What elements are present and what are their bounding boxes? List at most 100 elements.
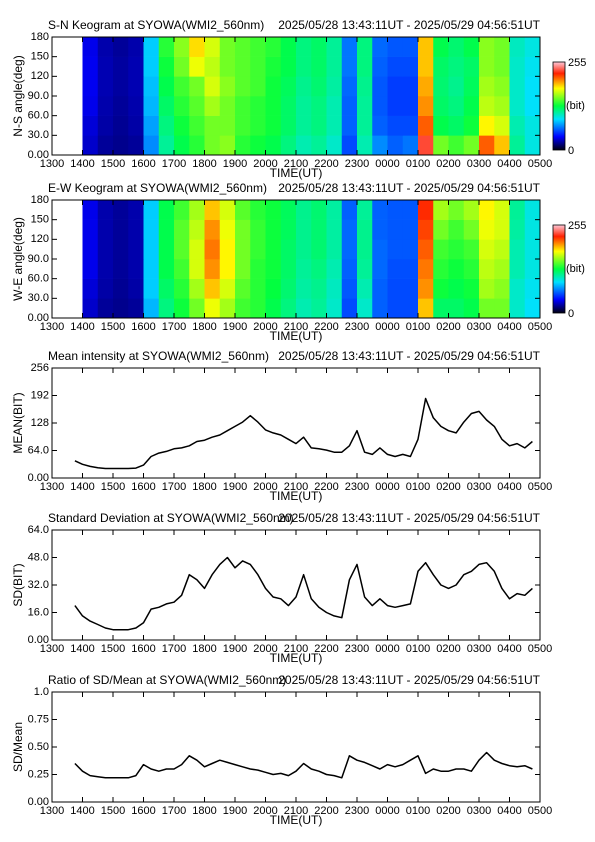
heat-cell <box>494 239 510 260</box>
heat-cell <box>479 298 495 319</box>
x-tick-label: 2300 <box>345 643 369 655</box>
x-tick-label: 2200 <box>314 158 338 170</box>
heat-cell <box>357 96 373 116</box>
heat-cell <box>372 37 388 57</box>
heat-cell <box>494 37 510 57</box>
heat-cell <box>280 135 297 156</box>
y-axis-label: W-E angle(deg) <box>11 217 25 301</box>
x-tick-label: 1600 <box>131 321 155 333</box>
heat-cell <box>265 298 282 319</box>
heat-cell <box>448 115 465 136</box>
heat-cell <box>158 115 175 136</box>
heat-cell <box>418 56 434 77</box>
y-tick-label: 1.0 <box>34 686 49 698</box>
heat-cell <box>524 278 541 299</box>
heat-cell <box>372 278 388 299</box>
x-tick-label: 0300 <box>467 321 491 333</box>
x-tick-label: 2100 <box>284 481 308 493</box>
heat-cell <box>280 56 297 77</box>
heat-cell <box>128 56 144 77</box>
heat-cell <box>509 278 526 299</box>
colorbar-tick-label: 255 <box>568 220 586 232</box>
plot-frame <box>51 367 541 479</box>
x-tick-label: 0500 <box>528 643 552 655</box>
heat-cell <box>296 56 312 77</box>
heat-cell <box>113 219 129 240</box>
heat-cell <box>433 298 449 319</box>
heat-cell <box>433 219 449 240</box>
heat-cell <box>402 96 419 116</box>
heat-cell <box>463 56 480 77</box>
y-tick-label: 0.00 <box>28 796 49 808</box>
heat-cell <box>448 200 465 220</box>
x-tick-label: 1800 <box>192 643 216 655</box>
x-tick-label: 2200 <box>314 643 338 655</box>
heat-cell <box>387 239 404 260</box>
heat-cell <box>82 37 99 57</box>
heat-cell <box>128 115 144 136</box>
heat-cell <box>219 298 236 319</box>
heat-cell <box>387 219 404 240</box>
heat-cell <box>174 76 190 97</box>
x-tick-label: 2100 <box>284 643 308 655</box>
heat-cell <box>97 115 114 136</box>
x-tick-label: 1300 <box>40 481 64 493</box>
heat-cell <box>433 278 449 299</box>
heat-cell <box>174 298 190 319</box>
heat-cell <box>418 37 434 57</box>
heat-cell <box>143 76 160 97</box>
y-tick-label: 60.0 <box>28 273 49 285</box>
heat-cell <box>509 76 526 97</box>
heat-cell <box>280 115 297 136</box>
x-tick-label: 0300 <box>467 158 491 170</box>
y-tick-label: 128 <box>31 417 49 429</box>
y-tick-label: 90.0 <box>28 253 49 265</box>
heat-cell <box>296 278 312 299</box>
heat-cell <box>82 200 99 220</box>
heat-cell <box>479 76 495 97</box>
heat-cell <box>524 200 541 220</box>
heat-cell <box>463 278 480 299</box>
heat-cell <box>418 135 434 156</box>
heat-cell <box>387 96 404 116</box>
heat-cell <box>418 76 434 97</box>
heat-cell <box>174 37 190 57</box>
heat-cell <box>418 115 434 136</box>
heat-cell <box>113 259 129 279</box>
heat-cell <box>82 76 99 97</box>
x-tick-label: 1400 <box>70 321 94 333</box>
heat-cell <box>97 239 114 260</box>
heat-cell <box>341 135 358 156</box>
heat-cell <box>250 115 266 136</box>
heat-cell <box>387 200 404 220</box>
heat-cell <box>402 115 419 136</box>
heat-cell <box>372 96 388 116</box>
heat-cell <box>158 96 175 116</box>
heat-cell <box>128 278 144 299</box>
heat-cell <box>433 115 449 136</box>
heat-cell <box>326 200 343 220</box>
heat-cell <box>189 219 205 240</box>
heat-cell <box>341 298 358 319</box>
y-axis-label: SD/Mean <box>11 722 25 772</box>
x-tick-label: 1300 <box>40 805 64 817</box>
heat-cell <box>326 115 343 136</box>
heat-cell <box>97 278 114 299</box>
heat-cell <box>494 278 510 299</box>
heat-cell <box>158 278 175 299</box>
x-tick-label: 2100 <box>284 321 308 333</box>
x-tick-label: 2200 <box>314 321 338 333</box>
x-tick-label: 1800 <box>192 481 216 493</box>
heat-cell <box>463 115 480 136</box>
heat-cell <box>479 219 495 240</box>
heat-cell <box>82 239 99 260</box>
x-tick-label: 2200 <box>314 805 338 817</box>
heat-cell <box>311 278 327 299</box>
x-tick-label: 0100 <box>406 805 430 817</box>
heat-cell <box>494 219 510 240</box>
x-tick-label: 2100 <box>284 805 308 817</box>
heat-cell <box>204 56 221 77</box>
y-tick-label: 32.0 <box>28 579 49 591</box>
heat-cell <box>250 200 266 220</box>
heat-cell <box>174 259 190 279</box>
